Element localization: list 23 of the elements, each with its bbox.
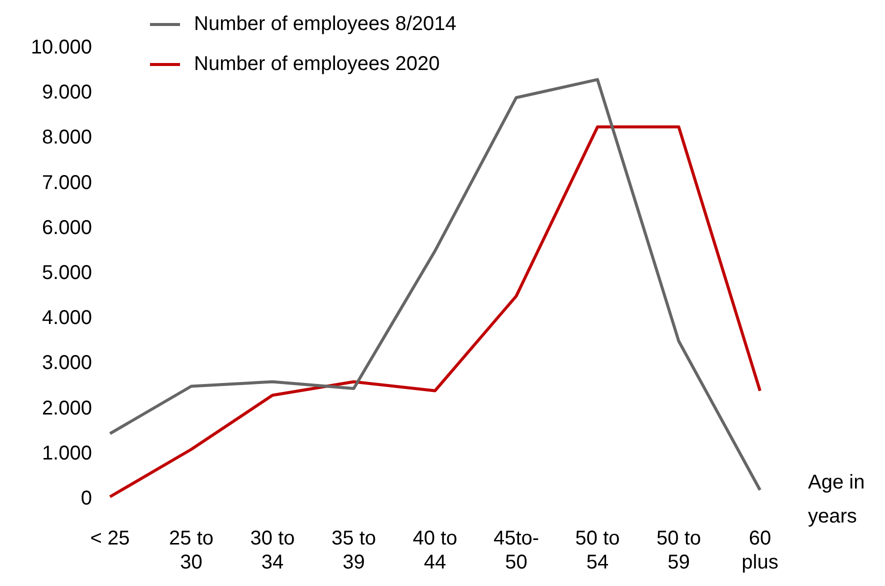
- y-tick-label: 3.000: [42, 352, 92, 374]
- y-tick-label: 9.000: [42, 82, 92, 104]
- legend-label: Number of employees 8/2014: [194, 12, 456, 36]
- x-tick-label: 35 to 39: [332, 528, 376, 574]
- y-tick-label: 7.000: [42, 172, 92, 194]
- y-tick-label: 5.000: [42, 262, 92, 284]
- y-tick-label: 2.000: [42, 397, 92, 420]
- y-tick-label: 1.000: [42, 442, 92, 464]
- x-tick-label: 40 to 44: [412, 528, 458, 574]
- y-tick-label: 10.000: [30, 36, 92, 59]
- y-tick-label: 4.000: [42, 307, 92, 330]
- legend-label: Number of employees 2020: [194, 52, 440, 76]
- x-tick-label: < 25: [90, 528, 130, 550]
- x-tick-label: 30 to 34: [250, 528, 295, 574]
- x-tick-label: 60 plus: [742, 528, 778, 574]
- x-tick-label: 50 to 54: [575, 528, 620, 574]
- x-tick-label: 45to-50: [493, 528, 540, 574]
- x-tick-label: 25 to 30: [169, 528, 214, 574]
- y-tick-label: 6.000: [42, 216, 92, 239]
- x-axis-title: Age in years: [808, 472, 865, 528]
- x-tick-label: 50 to 59: [656, 528, 701, 574]
- y-tick-label: 0: [80, 488, 92, 510]
- y-tick-label: 8.000: [42, 126, 92, 149]
